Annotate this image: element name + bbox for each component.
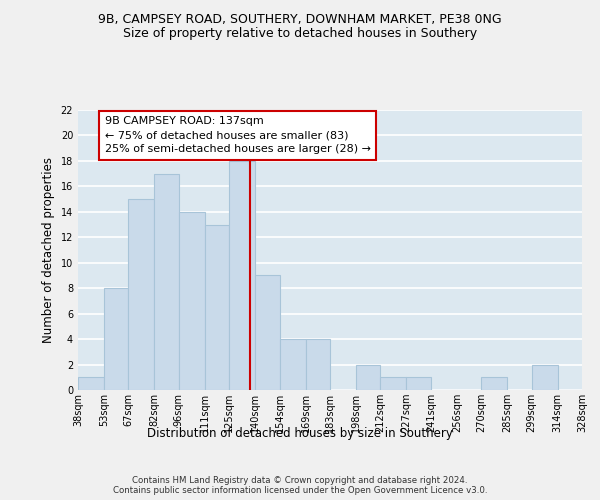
Y-axis label: Number of detached properties: Number of detached properties — [42, 157, 55, 343]
Text: Size of property relative to detached houses in Southery: Size of property relative to detached ho… — [123, 28, 477, 40]
Bar — [205, 224, 229, 390]
Text: Contains HM Land Registry data © Crown copyright and database right 2024.
Contai: Contains HM Land Registry data © Crown c… — [113, 476, 487, 495]
Bar — [154, 174, 179, 390]
Bar — [481, 378, 507, 390]
Text: Distribution of detached houses by size in Southery: Distribution of detached houses by size … — [147, 428, 453, 440]
Bar — [380, 378, 406, 390]
Bar — [255, 276, 280, 390]
Text: 9B CAMPSEY ROAD: 137sqm
← 75% of detached houses are smaller (83)
25% of semi-de: 9B CAMPSEY ROAD: 137sqm ← 75% of detache… — [105, 116, 371, 154]
Bar — [356, 364, 380, 390]
Bar — [532, 364, 557, 390]
Bar — [104, 288, 128, 390]
Bar — [128, 199, 154, 390]
Bar — [78, 378, 104, 390]
Bar — [406, 378, 431, 390]
Bar — [280, 339, 305, 390]
Bar — [305, 339, 330, 390]
Bar — [179, 212, 205, 390]
Text: 9B, CAMPSEY ROAD, SOUTHERY, DOWNHAM MARKET, PE38 0NG: 9B, CAMPSEY ROAD, SOUTHERY, DOWNHAM MARK… — [98, 12, 502, 26]
Bar — [229, 161, 255, 390]
